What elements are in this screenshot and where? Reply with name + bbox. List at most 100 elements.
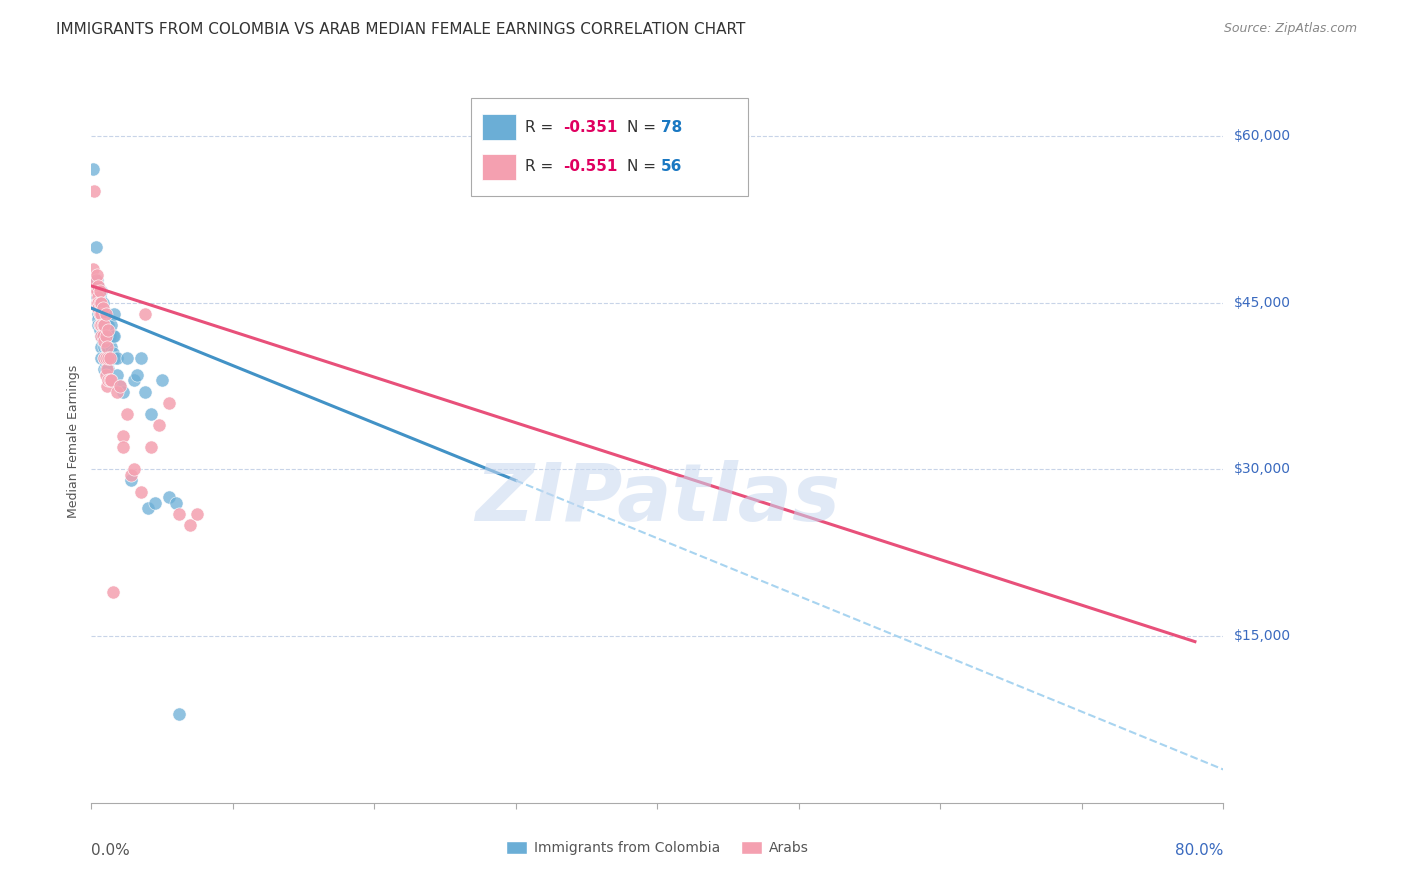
Point xyxy=(136,501,159,516)
Point xyxy=(100,318,122,332)
Point xyxy=(90,295,112,310)
Point xyxy=(105,351,128,366)
Text: 0.0%: 0.0% xyxy=(91,843,131,857)
Point xyxy=(87,290,110,304)
Point xyxy=(93,318,115,332)
Text: -0.551: -0.551 xyxy=(564,160,617,175)
Point xyxy=(97,351,120,366)
Point xyxy=(86,295,108,310)
Point xyxy=(94,329,117,343)
Point xyxy=(87,279,110,293)
Point xyxy=(87,295,110,310)
Point xyxy=(90,351,112,366)
Point xyxy=(90,307,112,321)
Point xyxy=(98,351,121,366)
Point xyxy=(94,362,117,376)
Text: $60,000: $60,000 xyxy=(1234,128,1292,143)
Point xyxy=(84,285,107,299)
Point xyxy=(90,285,112,299)
Point xyxy=(165,496,187,510)
Point xyxy=(111,440,134,454)
FancyBboxPatch shape xyxy=(482,114,516,140)
Point xyxy=(90,318,112,332)
Point xyxy=(115,407,138,421)
Point xyxy=(89,318,111,332)
Point xyxy=(97,351,120,366)
Text: $15,000: $15,000 xyxy=(1234,629,1292,643)
Point xyxy=(134,384,156,399)
Point xyxy=(157,490,180,504)
Point xyxy=(91,307,114,321)
Point xyxy=(91,329,114,343)
Point xyxy=(89,307,111,321)
Point xyxy=(93,312,115,326)
Point xyxy=(93,340,115,354)
Point xyxy=(120,474,142,488)
Point xyxy=(122,373,145,387)
Point xyxy=(97,340,120,354)
Point xyxy=(84,240,107,254)
Point xyxy=(186,507,208,521)
Point xyxy=(167,507,190,521)
Point xyxy=(94,307,117,321)
Point xyxy=(82,162,104,177)
Point xyxy=(89,323,111,337)
Point xyxy=(98,351,121,366)
Point xyxy=(179,517,201,532)
Point xyxy=(143,496,166,510)
Point xyxy=(93,351,115,366)
Point xyxy=(93,307,115,321)
Point xyxy=(94,312,117,326)
Point xyxy=(94,329,117,343)
Point xyxy=(87,301,110,315)
Point xyxy=(86,285,108,299)
Text: R =: R = xyxy=(524,120,558,135)
Point xyxy=(157,395,180,409)
Point xyxy=(111,384,134,399)
Point xyxy=(101,345,124,359)
Point xyxy=(86,273,108,287)
Text: N =: N = xyxy=(627,160,661,175)
Point xyxy=(96,307,118,321)
Point xyxy=(100,373,122,387)
Point xyxy=(86,295,108,310)
Point xyxy=(89,295,111,310)
Text: -0.351: -0.351 xyxy=(564,120,617,135)
Point xyxy=(91,318,114,332)
Text: 78: 78 xyxy=(661,120,682,135)
Point xyxy=(94,334,117,349)
Point xyxy=(96,318,118,332)
Point xyxy=(90,307,112,321)
Point xyxy=(120,467,142,482)
Point xyxy=(103,307,125,321)
Point xyxy=(94,340,117,354)
Point xyxy=(115,351,138,366)
Point xyxy=(103,329,125,343)
Point xyxy=(148,417,170,432)
Text: Source: ZipAtlas.com: Source: ZipAtlas.com xyxy=(1223,22,1357,36)
Point xyxy=(94,351,117,366)
Point xyxy=(87,312,110,326)
Point xyxy=(91,301,114,315)
Point xyxy=(91,318,114,332)
Point xyxy=(86,285,108,299)
Point xyxy=(167,706,190,721)
Point xyxy=(89,307,111,321)
Point xyxy=(129,484,152,499)
Point xyxy=(125,368,148,382)
Point xyxy=(100,340,122,354)
Text: $30,000: $30,000 xyxy=(1234,462,1291,476)
Point xyxy=(90,340,112,354)
Point xyxy=(91,295,114,310)
Text: 80.0%: 80.0% xyxy=(1175,843,1223,857)
Point xyxy=(94,351,117,366)
Point xyxy=(108,379,131,393)
Point xyxy=(105,384,128,399)
Point xyxy=(89,285,111,299)
Point xyxy=(86,268,108,282)
Point xyxy=(84,273,107,287)
Point xyxy=(98,329,121,343)
Point xyxy=(93,362,115,376)
Point xyxy=(94,357,117,371)
Point xyxy=(83,185,105,199)
